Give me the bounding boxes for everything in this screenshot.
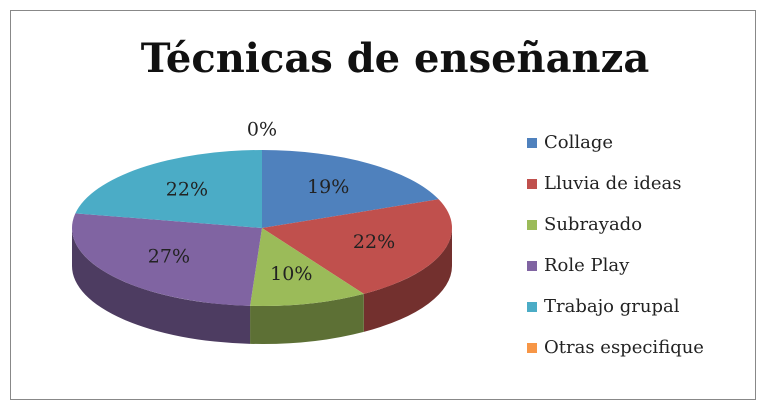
legend-label: Trabajo grupal [544,296,680,317]
legend-swatch [527,179,537,189]
legend-label: Subrayado [544,214,642,235]
legend-label: Otras especifique [544,337,704,358]
data-label: 27% [148,246,190,268]
legend-label: Role Play [544,255,630,276]
slice [262,199,452,294]
legend-swatch [527,343,537,353]
data-label: 0% [247,119,277,141]
slice [71,213,263,306]
legend-swatch [527,261,537,271]
legend-swatch [527,302,537,312]
legend-swatch [527,138,537,148]
slice [75,150,263,228]
legend-swatch [527,220,537,230]
data-label: 22% [166,179,208,201]
slice-side [363,228,452,332]
slice-side [72,228,251,344]
slice [262,150,439,228]
slice-side [250,293,364,344]
data-label: 19% [307,176,349,198]
chart-title: Técnicas de enseñanza [141,35,650,82]
data-label: 10% [270,263,312,285]
slice [250,228,364,307]
data-label: 22% [353,231,395,253]
legend-label: Collage [544,132,613,153]
legend-label: Lluvia de ideas [544,173,681,194]
